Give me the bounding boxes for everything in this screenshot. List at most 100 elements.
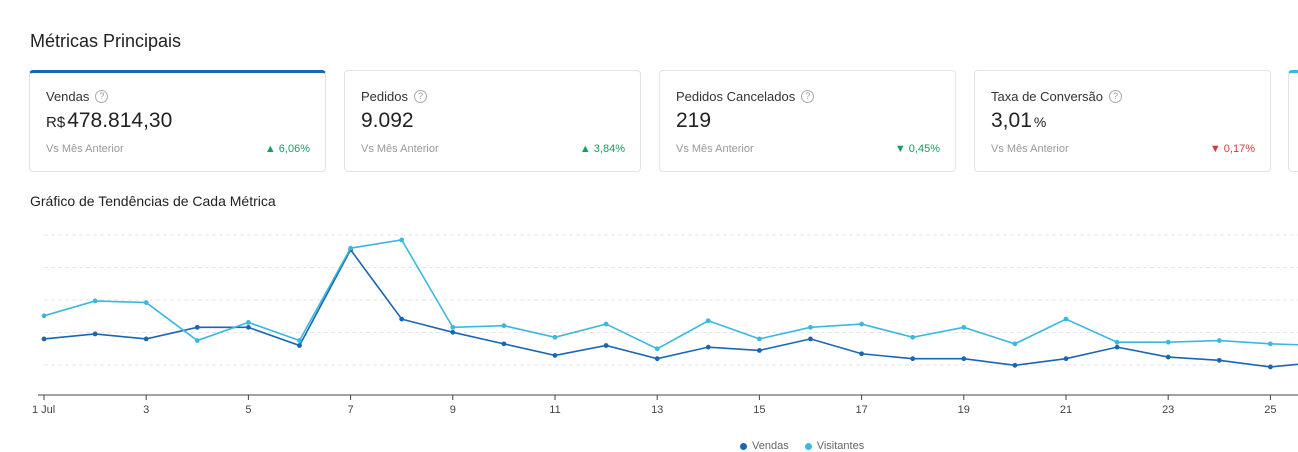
metric-label: Pedidos ? xyxy=(361,89,427,104)
metric-value: 3,01% xyxy=(991,109,1046,133)
data-point-vendas[interactable] xyxy=(297,343,302,348)
data-point-visitantes[interactable] xyxy=(348,245,353,251)
data-point-visitantes[interactable] xyxy=(757,336,762,342)
data-point-vendas[interactable] xyxy=(246,324,251,330)
data-point-vendas[interactable] xyxy=(1165,354,1171,360)
arrow-down-icon: ▼ xyxy=(894,143,906,155)
data-point-visitantes[interactable] xyxy=(92,298,98,304)
data-point-vendas[interactable] xyxy=(705,344,711,350)
data-point-visitantes[interactable] xyxy=(501,323,507,329)
data-point-visitantes[interactable] xyxy=(808,324,813,330)
metric-label-text: Pedidos Cancelados xyxy=(676,89,796,104)
x-tick-label: 25 xyxy=(1264,404,1276,416)
metric-label-text: Pedidos xyxy=(361,89,408,104)
data-point-vendas[interactable] xyxy=(501,341,507,347)
metric-cards: Vendas ? R$478.814,30 Vs Mês Anterior ▲ … xyxy=(29,70,1298,174)
x-tick-label: 17 xyxy=(855,404,867,416)
data-point-vendas[interactable] xyxy=(1216,357,1222,363)
metric-change-value: 0,45% xyxy=(908,143,940,155)
chart-title: Gráfico de Tendências de Cada Métrica xyxy=(30,193,276,209)
x-tick-label: 13 xyxy=(651,404,663,416)
data-point-visitantes[interactable] xyxy=(194,338,200,343)
data-point-visitantes[interactable] xyxy=(859,321,864,327)
metric-compare: Vs Mês Anterior xyxy=(991,143,1069,155)
x-tick-label: 21 xyxy=(1060,404,1072,416)
data-point-visitantes[interactable] xyxy=(961,324,967,330)
data-point-visitantes[interactable] xyxy=(654,346,660,352)
trend-chart: 1 Jul 3 5 7 9 11 13 15 17 19 21 23 25 xyxy=(32,234,1298,416)
question-circle-icon[interactable]: ? xyxy=(1109,90,1123,103)
data-point-visitantes[interactable] xyxy=(1268,341,1273,347)
question-circle-icon[interactable]: ? xyxy=(801,90,815,103)
data-point-vendas[interactable] xyxy=(143,336,149,342)
data-point-visitantes[interactable] xyxy=(1063,316,1069,322)
arrow-up-icon: ▲ xyxy=(264,143,276,155)
page-title: Métricas Principais xyxy=(30,31,182,51)
data-point-visitantes[interactable] xyxy=(1012,341,1018,347)
data-point-vendas[interactable] xyxy=(450,329,456,335)
data-point-visitantes[interactable] xyxy=(41,313,47,319)
legend-dot-icon xyxy=(740,442,747,450)
data-point-vendas[interactable] xyxy=(41,336,47,342)
data-point-vendas[interactable] xyxy=(603,343,609,348)
data-point-vendas[interactable] xyxy=(910,356,916,362)
metric-change: ▼ 0,17% xyxy=(1210,143,1255,155)
metric-change: ▲ 6,06% xyxy=(265,143,310,155)
metric-change-value: 0,17% xyxy=(1223,143,1255,155)
metric-label: Taxa de Conversão ? xyxy=(991,89,1123,104)
question-circle-icon[interactable]: ? xyxy=(95,90,109,103)
metric-value: 219 xyxy=(676,109,711,133)
metric-change: ▲ 3,84% xyxy=(580,143,625,155)
data-point-visitantes[interactable] xyxy=(246,320,251,325)
chart-legend: Vendas Visitantes xyxy=(740,440,864,452)
data-point-vendas[interactable] xyxy=(92,331,98,337)
data-point-vendas[interactable] xyxy=(757,348,762,353)
data-point-visitantes[interactable] xyxy=(143,300,149,305)
x-tick-label: 15 xyxy=(753,404,765,416)
x-tick-label: 23 xyxy=(1162,404,1174,416)
metric-card-pedidos[interactable]: Pedidos ? 9.092 Vs Mês Anterior ▲ 3,84% xyxy=(344,70,641,172)
x-tick-label: 19 xyxy=(958,404,970,416)
data-point-vendas[interactable] xyxy=(859,351,864,357)
data-point-visitantes[interactable] xyxy=(1165,339,1171,345)
data-point-vendas[interactable] xyxy=(808,336,813,342)
metric-label: Vendas ? xyxy=(46,89,109,104)
data-point-visitantes[interactable] xyxy=(297,338,302,343)
legend-item-vendas[interactable]: Vendas xyxy=(740,440,789,452)
metric-unit: % xyxy=(1033,114,1047,130)
data-point-vendas[interactable] xyxy=(194,324,200,330)
data-point-vendas[interactable] xyxy=(1063,356,1069,362)
metric-card-partial[interactable] xyxy=(1288,70,1298,172)
x-tick-label: 7 xyxy=(348,404,354,416)
data-point-visitantes[interactable] xyxy=(552,334,558,340)
metric-label-text: Vendas xyxy=(46,89,90,104)
data-point-visitantes[interactable] xyxy=(910,334,916,340)
data-point-vendas[interactable] xyxy=(552,353,558,358)
data-point-visitantes[interactable] xyxy=(450,324,456,330)
data-point-visitantes[interactable] xyxy=(1216,338,1222,343)
series-line-vendas xyxy=(43,248,1298,368)
data-point-vendas[interactable] xyxy=(654,356,660,362)
data-point-visitantes[interactable] xyxy=(705,318,711,324)
metric-card-taxa-de-conversao[interactable]: Taxa de Conversão ? 3,01% Vs Mês Anterio… xyxy=(974,70,1271,172)
metric-value-number: 9.092 xyxy=(361,109,414,132)
question-circle-icon[interactable]: ? xyxy=(413,90,427,103)
metric-card-pedidos-cancelados[interactable]: Pedidos Cancelados ? 219 Vs Mês Anterior… xyxy=(659,70,956,172)
metric-compare: Vs Mês Anterior xyxy=(676,143,754,155)
arrow-up-icon: ▲ xyxy=(579,143,591,155)
data-point-vendas[interactable] xyxy=(1114,344,1120,350)
data-point-visitantes[interactable] xyxy=(1114,339,1120,345)
legend-label: Vendas xyxy=(752,440,789,452)
metric-value: R$478.814,30 xyxy=(46,109,172,133)
metric-change-value: 6,06% xyxy=(278,143,310,155)
x-tick-label: 3 xyxy=(143,404,149,416)
legend-item-visitantes[interactable]: Visitantes xyxy=(804,440,864,452)
metric-value: 9.092 xyxy=(361,109,414,133)
data-point-visitantes[interactable] xyxy=(603,321,609,327)
data-point-vendas[interactable] xyxy=(961,356,967,362)
data-point-vendas[interactable] xyxy=(1012,362,1018,368)
metric-card-vendas[interactable]: Vendas ? R$478.814,30 Vs Mês Anterior ▲ … xyxy=(29,70,326,172)
data-point-visitantes[interactable] xyxy=(399,237,405,243)
data-point-vendas[interactable] xyxy=(1268,364,1273,370)
data-point-vendas[interactable] xyxy=(399,316,405,322)
